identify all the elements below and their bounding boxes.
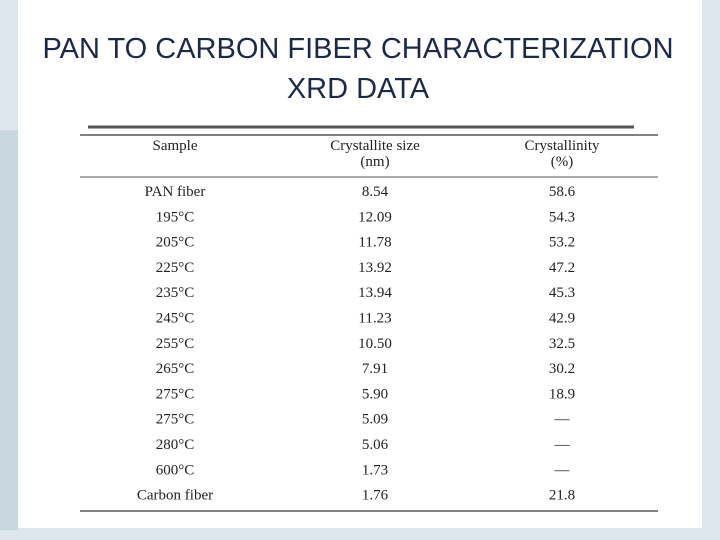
table-cell: — [554, 437, 571, 453]
table-cell: 275°C [156, 386, 195, 402]
table-cell: 45.3 [549, 285, 575, 301]
table-cell: 30.2 [549, 361, 575, 377]
table-cell: 1.73 [362, 462, 388, 478]
table-cell: 7.91 [362, 361, 388, 377]
header-cell: Sample [153, 138, 198, 154]
table-cell: 53.2 [549, 235, 575, 251]
table-cell: PAN fiber [145, 184, 206, 200]
table-cell: 58.6 [549, 184, 576, 200]
table-cell: 13.92 [358, 260, 392, 276]
table-cell: 11.78 [358, 235, 391, 251]
table-cell: 47.2 [549, 260, 575, 276]
table-cell: 54.3 [549, 209, 575, 225]
table-cell: 21.8 [549, 488, 575, 504]
table-cell: Carbon fiber [137, 488, 213, 504]
table-cell: 5.06 [362, 437, 389, 453]
table-cell: 225°C [156, 260, 195, 276]
header-cell: Crystallinity [525, 138, 601, 154]
table-cell: 18.9 [549, 386, 575, 402]
table-cell: 1.76 [362, 488, 389, 504]
header-cell: (nm) [360, 154, 389, 170]
table-cell: 5.09 [362, 412, 388, 428]
table-cell: 205°C [156, 235, 195, 251]
table-cell: 32.5 [549, 336, 575, 352]
table-cell: 5.90 [362, 386, 388, 402]
table: Sample Crystallite size(nm) Crystallinity(… [137, 138, 600, 504]
table-cell: 195°C [156, 209, 195, 225]
table-cell: 265°C [156, 361, 195, 377]
title-line: PAN TO CARBON FIBER CHARACTERIZATION [42, 33, 673, 65]
table-cell: 245°C [156, 311, 195, 327]
header-cell: Crystallite size [330, 138, 420, 154]
table-cell: 8.54 [362, 184, 389, 200]
header-cell: (%) [551, 154, 574, 170]
table-cell: 11.23 [358, 311, 391, 327]
table-cell: 12.09 [358, 209, 392, 225]
table-cell: 280°C [156, 437, 195, 453]
side-strip [0, 130, 18, 530]
table-cell: 13.94 [358, 285, 392, 301]
table-cell: 42.9 [549, 311, 575, 327]
table-cell: 255°C [156, 336, 195, 352]
table-cell: 10.50 [358, 336, 392, 352]
table-cell: — [554, 462, 571, 478]
table-cell: 275°C [156, 412, 195, 428]
slide-panel [18, 0, 702, 528]
table-cell: 600°C [156, 462, 195, 478]
table-cell: 235°C [156, 285, 195, 301]
table-cell: — [554, 412, 571, 428]
title-line: XRD DATA [287, 73, 430, 105]
